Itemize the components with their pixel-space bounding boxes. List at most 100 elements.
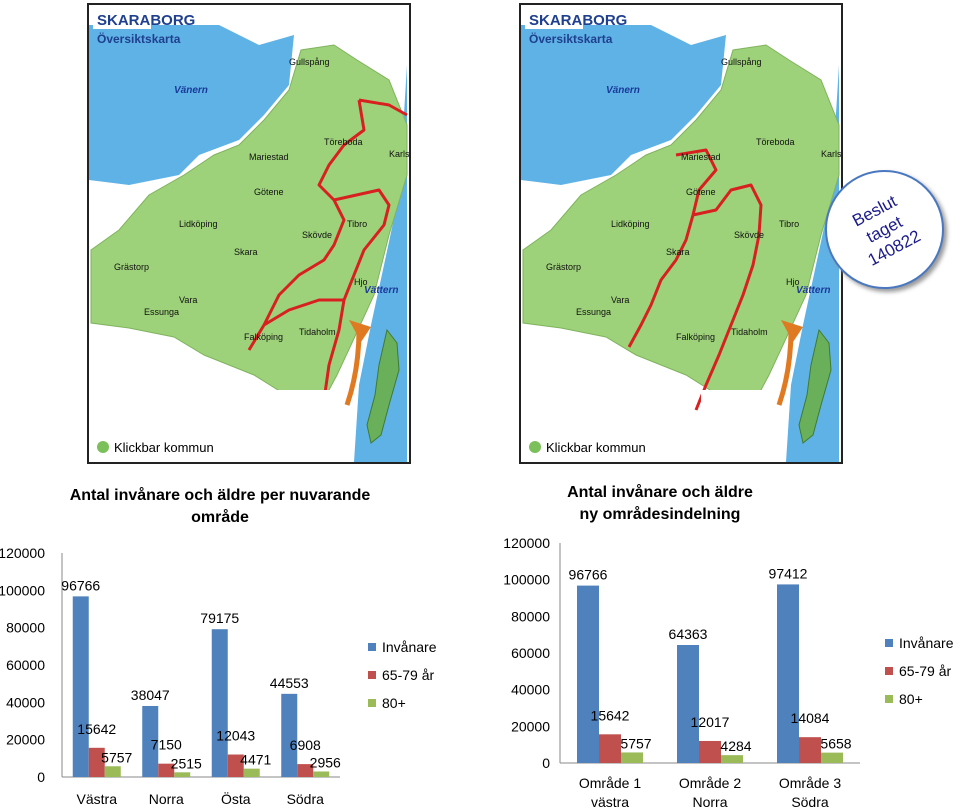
municipality-label: Götene: [686, 187, 716, 197]
map-current-areas: SKARABORG Översiktskarta Vänern Vättern Gull…: [87, 3, 411, 464]
legend-label: 80+: [899, 691, 923, 707]
municipality-label: Tibro: [347, 219, 367, 229]
municipality-label: Gullspång: [721, 57, 762, 67]
map-new-areas: SKARABORG Översiktskarta Vänern Vättern Gull…: [519, 3, 843, 464]
lake-label-vanern: Vänern: [606, 85, 640, 96]
sweden-inset: [798, 328, 832, 444]
municipality-label: Vara: [611, 295, 629, 305]
orange-arrow-head: [349, 320, 371, 342]
data-label: 96766: [569, 567, 608, 583]
lake-vanern: [89, 25, 294, 185]
legend-dot: [529, 441, 541, 453]
y-tick-label: 20000: [511, 718, 550, 734]
chart-new-areas-svg: Antal invånare och äldre ny områdesindeln…: [503, 483, 954, 809]
sweden-inset: [366, 328, 400, 444]
y-tick-label: 40000: [511, 682, 550, 698]
chart-title-line: Antal invånare och äldre per nuvarande: [70, 486, 371, 504]
x-tick-label: Östa: [221, 790, 251, 807]
data-label: 4284: [720, 738, 751, 754]
chart-current-areas-svg: Antal invånare och äldre per nuvarande om…: [0, 486, 437, 807]
map-legend-label: Klickbar kommun: [546, 440, 646, 455]
bar-80+: [243, 768, 260, 777]
municipality-label: Mariestad: [249, 152, 289, 162]
orange-arrow-head: [781, 320, 803, 342]
y-tick-label: 80000: [6, 620, 45, 636]
y-tick-label: 20000: [6, 732, 45, 748]
map-header-bg: [93, 9, 151, 29]
data-label: 44553: [270, 675, 309, 691]
data-label: 79175: [200, 610, 239, 626]
y-tick-label: 100000: [0, 582, 45, 598]
bar-65-79 år: [88, 747, 105, 777]
data-label: 7150: [151, 737, 182, 753]
municipality-label: Lidköping: [611, 219, 650, 229]
municipality-label: Tibro: [779, 219, 799, 229]
map-inset-patch: [701, 390, 769, 460]
bar-80+: [621, 752, 643, 763]
x-tick-label: Södra: [791, 794, 829, 809]
map-legend-label: Klickbar kommun: [114, 440, 214, 455]
lake-label-vanern: Vänern: [174, 85, 208, 96]
municipality-label: Hjo: [786, 277, 800, 287]
bar-Invånare: [142, 705, 159, 777]
area-border: [627, 148, 763, 411]
bar-Invånare: [577, 585, 599, 763]
data-label: 6908: [290, 737, 321, 753]
x-tick-label: västra: [591, 794, 629, 809]
decision-callout-text: Beslut taget 140822: [849, 191, 924, 270]
y-tick-label: 0: [37, 769, 45, 785]
data-label: 2956: [310, 754, 341, 770]
map-header-title: SKARABORG: [529, 12, 627, 29]
municipality-label: Essunga: [576, 307, 611, 317]
municipality-label: Skara: [234, 247, 258, 257]
map-svg-new: SKARABORG Översiktskarta Vänern Vättern Gull…: [521, 5, 841, 462]
map-header-subtitle: Översiktskarta: [529, 31, 613, 46]
data-label: 14084: [791, 710, 830, 726]
data-label: 5658: [820, 736, 851, 752]
y-tick-label: 120000: [0, 545, 45, 561]
municipality-label: Mariestad: [681, 152, 721, 162]
bar-65-79 år: [799, 737, 821, 763]
bar-65-79 år: [158, 763, 175, 777]
municipality-label: Skövde: [302, 230, 332, 240]
chart-title-line: Antal invånare och äldre: [567, 483, 753, 501]
bar-Invånare: [211, 629, 228, 777]
y-tick-label: 40000: [6, 694, 45, 710]
bar-Invånare: [72, 596, 89, 777]
legend-swatch: [885, 695, 893, 703]
bar-80+: [721, 755, 743, 763]
bar-65-79 år: [297, 764, 314, 777]
municipality-label: Karlsborg: [389, 149, 409, 159]
legend-label: Invånare: [899, 635, 954, 651]
map-header-bg: [525, 9, 583, 29]
lake-label-vattern: Vättern: [796, 285, 830, 296]
data-label: 5757: [620, 735, 651, 751]
data-label: 5757: [101, 749, 132, 765]
municipality-label: Tidaholm: [299, 327, 336, 337]
x-tick-label: Södra: [287, 791, 325, 807]
x-tick-label: Område 1: [579, 775, 641, 791]
x-tick-label: Område 2: [679, 775, 741, 791]
legend-label: 80+: [382, 695, 406, 711]
bar-Invånare: [777, 584, 799, 763]
x-tick-label: Norra: [149, 791, 184, 807]
chart-title-line: ny områdesindelning: [580, 505, 741, 523]
legend-label: 65-79 år: [382, 667, 434, 683]
y-tick-label: 60000: [511, 645, 550, 661]
municipality-label: Grästorp: [114, 262, 149, 272]
municipality-label: Skövde: [734, 230, 764, 240]
bar-65-79 år: [227, 754, 244, 777]
municipality-label: Grästorp: [546, 262, 581, 272]
y-tick-label: 0: [542, 755, 550, 771]
data-label: 15642: [77, 721, 116, 737]
data-label: 12017: [691, 714, 730, 730]
data-label: 15642: [591, 707, 630, 723]
legend-swatch: [368, 643, 376, 651]
lake-vanern: [521, 25, 726, 185]
legend-dot: [97, 441, 109, 453]
municipality-label: Töreboda: [756, 137, 795, 147]
bar-80+: [313, 771, 330, 777]
bar-65-79 år: [699, 740, 721, 763]
x-tick-label: Västra: [77, 791, 118, 807]
bar-80+: [104, 766, 121, 777]
